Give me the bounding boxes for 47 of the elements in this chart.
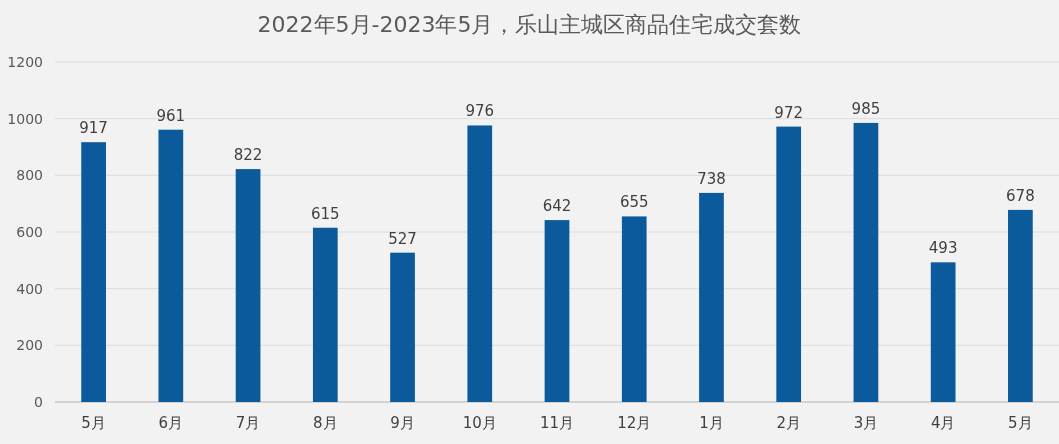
data-label: 527 xyxy=(388,229,417,248)
x-tick-label: 2月 xyxy=(776,414,801,432)
bar xyxy=(390,252,415,402)
bar xyxy=(930,262,956,402)
bar xyxy=(81,142,106,402)
data-label: 917 xyxy=(79,119,108,138)
data-label: 976 xyxy=(465,102,495,121)
x-tick-label: 3月 xyxy=(853,414,879,432)
bar xyxy=(312,227,338,402)
x-tick-label: 6月 xyxy=(158,414,184,432)
data-label: 493 xyxy=(928,239,958,258)
x-tick-label: 5月 xyxy=(1008,414,1033,432)
x-tick-label: 4月 xyxy=(930,414,956,432)
data-label: 678 xyxy=(1006,186,1035,205)
y-tick-label: 400 xyxy=(16,280,43,297)
bar xyxy=(699,192,724,402)
bar xyxy=(467,125,493,402)
x-tick-label: 10月 xyxy=(462,414,497,432)
bar xyxy=(853,122,879,402)
x-tick-label: 12月 xyxy=(617,414,652,432)
y-tick-label: 200 xyxy=(16,337,43,354)
data-label: 738 xyxy=(697,169,726,188)
x-tick-label: 5月 xyxy=(81,414,106,432)
bar xyxy=(235,169,261,402)
data-label: 822 xyxy=(233,146,263,165)
data-label: 642 xyxy=(542,197,572,216)
x-tick-label: 1月 xyxy=(699,414,724,432)
bar xyxy=(1008,209,1033,402)
bar xyxy=(544,220,570,402)
data-label: 615 xyxy=(310,204,340,223)
x-tick-label: 8月 xyxy=(313,414,338,432)
data-label: 985 xyxy=(851,99,881,118)
x-tick-label: 9月 xyxy=(390,414,415,432)
y-tick-label: 800 xyxy=(16,167,43,184)
bar xyxy=(776,126,802,402)
data-label: 655 xyxy=(619,193,649,212)
x-tick-label: 11月 xyxy=(539,414,575,432)
y-tick-label: 600 xyxy=(16,224,43,240)
x-tick-label: 7月 xyxy=(235,414,261,432)
chart-title: 2022年5月-2023年5月，乐山主城区商品住宅成交套数 xyxy=(257,12,802,37)
y-tick-label: 0 xyxy=(34,394,43,410)
bar xyxy=(158,129,184,402)
data-label: 972 xyxy=(774,103,804,122)
bar xyxy=(621,216,647,402)
y-tick-label: 1200 xyxy=(7,54,43,70)
data-label: 961 xyxy=(156,106,186,125)
y-tick-label: 1000 xyxy=(7,110,43,127)
